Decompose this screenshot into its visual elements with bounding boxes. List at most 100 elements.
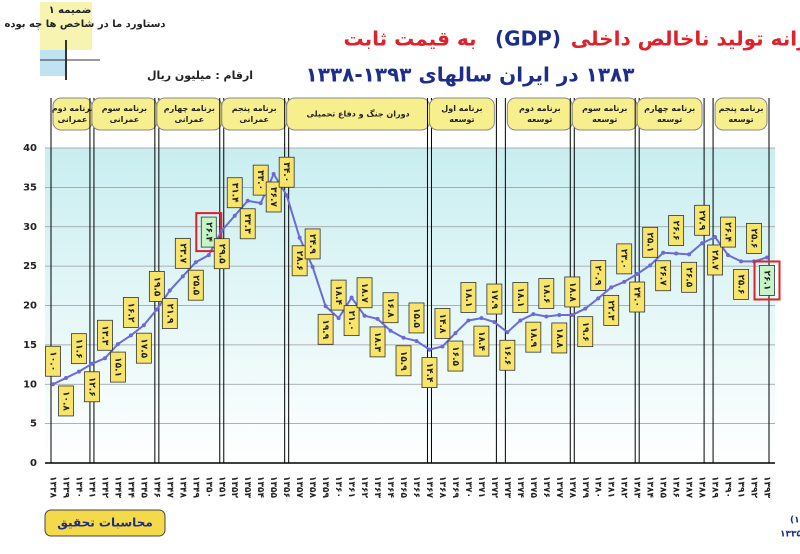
marker [297, 235, 302, 240]
period-box [714, 97, 768, 131]
value-label: ۲۵.۵ [190, 275, 200, 295]
period-label: عمرانی [58, 115, 88, 124]
marker [128, 333, 133, 338]
marker [570, 312, 575, 317]
x-tick-label: ۱۳۸۵ [658, 476, 668, 498]
x-tick-label: ۱۳۸۱ [606, 476, 616, 498]
line [52, 171, 768, 386]
x-tick-label: ۱۳۵۸ [307, 476, 317, 498]
label-box [681, 261, 698, 293]
marker [362, 313, 367, 318]
marker [765, 255, 769, 260]
x-tick-label: ۱۳۹۲ [749, 476, 759, 498]
label-box [58, 385, 74, 417]
label-box [421, 357, 438, 389]
value-label: ۳۶.۷ [268, 187, 278, 207]
value-label: ۲۵.۶ [736, 274, 746, 294]
value-label: ۱۵.۹ [398, 351, 408, 371]
label-box [460, 282, 477, 313]
period-label: عمرانی [110, 115, 140, 124]
value-label: ۱۶.۲ [125, 302, 135, 322]
label-box [408, 302, 425, 334]
x-tick-label: ۱۳۵۴ [255, 476, 265, 498]
source: ۲- مرکز آمار ایران، داده های اطلاعات آما… [780, 528, 800, 540]
label-box [616, 243, 633, 275]
value-label: ۲۳.۰ [619, 249, 629, 269]
value-label: ۳۳.۳ [242, 214, 252, 234]
label-box [512, 282, 529, 313]
x-tick-label: ۱۳۷۱ [476, 476, 486, 498]
x-tick-label: ۱۳۴۵ [138, 476, 148, 498]
x-tick-label: ۱۳۶۸ [437, 476, 447, 498]
label-box [122, 297, 139, 328]
period-box [52, 97, 93, 131]
x-tick-label: ۱۳۶۷ [424, 476, 434, 498]
label-box [161, 298, 178, 329]
value-label: ۲۶.۷ [658, 266, 668, 286]
value-label: ۲۰.۹ [593, 265, 603, 285]
period-label: برنامه دوم [52, 104, 94, 113]
period-label: برنامه سوم [102, 104, 147, 113]
button-label[interactable]: محاسبات تحقیق [57, 516, 153, 530]
label-box [84, 371, 100, 403]
value-label: ۲۴.۹ [307, 234, 317, 254]
period-label: توسعه [449, 115, 474, 124]
x-tick-label: ۱۳۶۲ [359, 476, 369, 498]
y-tick-label: 35 [23, 182, 37, 193]
value-label: ۱۳.۳ [99, 325, 109, 345]
period-label: دوران جنگ و دفاع تحمیلی [306, 109, 409, 119]
marker [726, 253, 731, 258]
value-label: ۱۷.۹ [489, 289, 499, 309]
value-label: ۲۶.۴ [203, 222, 213, 242]
period-box [91, 97, 158, 131]
marker [310, 264, 315, 269]
button[interactable] [44, 509, 166, 537]
x-tick-label: ۱۳۳۹ [60, 476, 70, 498]
label-box [486, 283, 503, 315]
period-label: برنامه پنجم [719, 104, 764, 113]
label-box [174, 237, 191, 269]
marker [414, 338, 419, 343]
label-box [213, 238, 230, 270]
value-label: ۱۰.۸ [60, 391, 70, 411]
x-tick-label: ۱۳۸۷ [684, 476, 694, 498]
x-tick-label: ۱۳۴۳ [112, 476, 122, 498]
x-tick-label: ۱۳۳۸ [48, 476, 58, 498]
value-label: ۱۶.۵ [450, 346, 460, 366]
value-label: ۱۰.۰ [48, 351, 58, 371]
value-label: ۲۴.۰ [632, 287, 642, 307]
value-label: ۳۱.۴ [229, 183, 239, 203]
x-tick-label: ۱۳۷۵ [528, 476, 538, 498]
label-box [252, 164, 269, 196]
marker [154, 307, 159, 312]
chart-subtitle: ۱۳۸۳ در ایران سالهای ۱۳۹۳-۱۳۳۸ [306, 63, 635, 87]
period-box [636, 97, 703, 131]
marker [206, 253, 211, 258]
value-label: ۲۶.۱ [762, 271, 772, 291]
x-tick-label: ۱۳۵۲ [229, 476, 239, 498]
label-box [369, 326, 386, 358]
value-label: ۱۸.۳ [372, 332, 382, 352]
highlight-frame [753, 260, 781, 301]
x-tick-label: ۱۳۹۳ [762, 476, 772, 498]
x-tick-label: ۱۳۴۸ [177, 476, 187, 498]
label-box [551, 322, 568, 354]
value-label: ۱۸.۸ [567, 282, 577, 302]
label-box [304, 228, 321, 260]
label-box [733, 268, 749, 300]
marker [661, 250, 666, 255]
y-tick-label: 0 [30, 458, 37, 469]
marker [271, 171, 276, 176]
value-label: ۱۹.۶ [580, 322, 590, 342]
x-tick-label: ۱۳۶۹ [450, 476, 460, 498]
period-label: توسعه [527, 115, 552, 124]
marker [635, 272, 640, 276]
value-label: ۱۷.۵ [138, 338, 148, 358]
x-tick-label: ۱۳۷۷ [554, 476, 564, 498]
value-label: ۱۸.۴ [333, 285, 343, 305]
marker [609, 285, 614, 290]
x-tick-label: ۱۳۴۶ [151, 476, 161, 498]
label-box [577, 316, 594, 348]
period-label: توسعه [728, 115, 753, 124]
value-label: ۱۹.۹ [320, 319, 330, 339]
